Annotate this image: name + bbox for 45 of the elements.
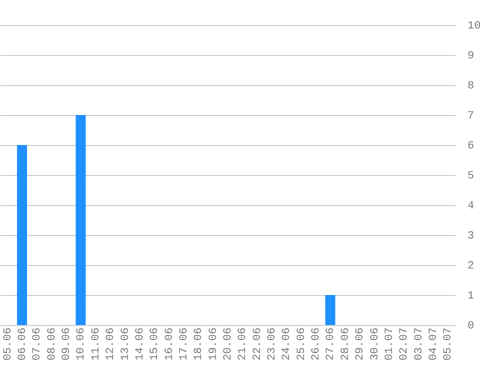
x-tick-label: 10.06 <box>76 328 88 361</box>
x-tick-label: 27.06 <box>325 328 338 361</box>
x-tick-label: 15.06 <box>149 328 162 361</box>
y-tick-label: 2 <box>468 260 474 272</box>
x-tick-label: 06.06 <box>17 328 30 361</box>
x-tick-label: 01.07 <box>384 328 396 361</box>
x-tick-label: 14.06 <box>134 328 146 361</box>
x-tick-label: 25.06 <box>296 328 308 361</box>
y-tick-label: 7 <box>468 110 474 122</box>
x-tick-label: 28.06 <box>340 328 352 361</box>
x-tick-label: 26.06 <box>310 328 323 361</box>
x-tick-label: 02.07 <box>398 328 411 361</box>
bar <box>17 145 28 325</box>
y-tick-label: 3 <box>468 230 474 242</box>
x-tick-label: 04.07 <box>428 328 440 361</box>
x-tick-label: 05.06 <box>2 328 14 361</box>
y-tick-label: 1 <box>468 290 474 302</box>
x-tick-label: 17.06 <box>178 328 190 361</box>
x-tick-label: 07.06 <box>32 328 44 361</box>
y-tick-label: 0 <box>468 320 474 332</box>
x-tick-label: 21.06 <box>237 328 250 361</box>
bar <box>325 295 336 325</box>
x-tick-label: 29.06 <box>354 328 367 361</box>
x-tick-label: 20.06 <box>222 328 234 361</box>
y-tick-label: 6 <box>468 140 474 152</box>
y-tick-label: 5 <box>468 170 474 182</box>
x-tick-label: 05.07 <box>442 328 455 361</box>
bar <box>76 115 86 325</box>
x-tick-label: 19.06 <box>208 328 220 361</box>
x-tick-label: 12.06 <box>105 328 118 361</box>
x-tick-label: 09.06 <box>61 328 74 361</box>
y-tick-label: 4 <box>468 200 474 212</box>
x-tick-label: 24.06 <box>281 328 294 361</box>
x-tick-label: 03.07 <box>413 328 426 361</box>
y-tick-label: 10 <box>468 20 481 32</box>
y-tick-label: 9 <box>468 50 474 62</box>
x-tick-label: 30.06 <box>369 328 382 361</box>
x-tick-label: 13.06 <box>120 328 132 361</box>
x-tick-label: 18.06 <box>193 328 206 361</box>
x-tick-label: 08.06 <box>46 328 58 361</box>
x-tick-label: 23.06 <box>266 328 279 361</box>
y-tick-label: 8 <box>468 80 474 92</box>
x-tick-label: 16.06 <box>164 328 176 361</box>
x-tick-label: 22.06 <box>252 328 264 361</box>
x-tick-label: 11.06 <box>90 328 102 361</box>
